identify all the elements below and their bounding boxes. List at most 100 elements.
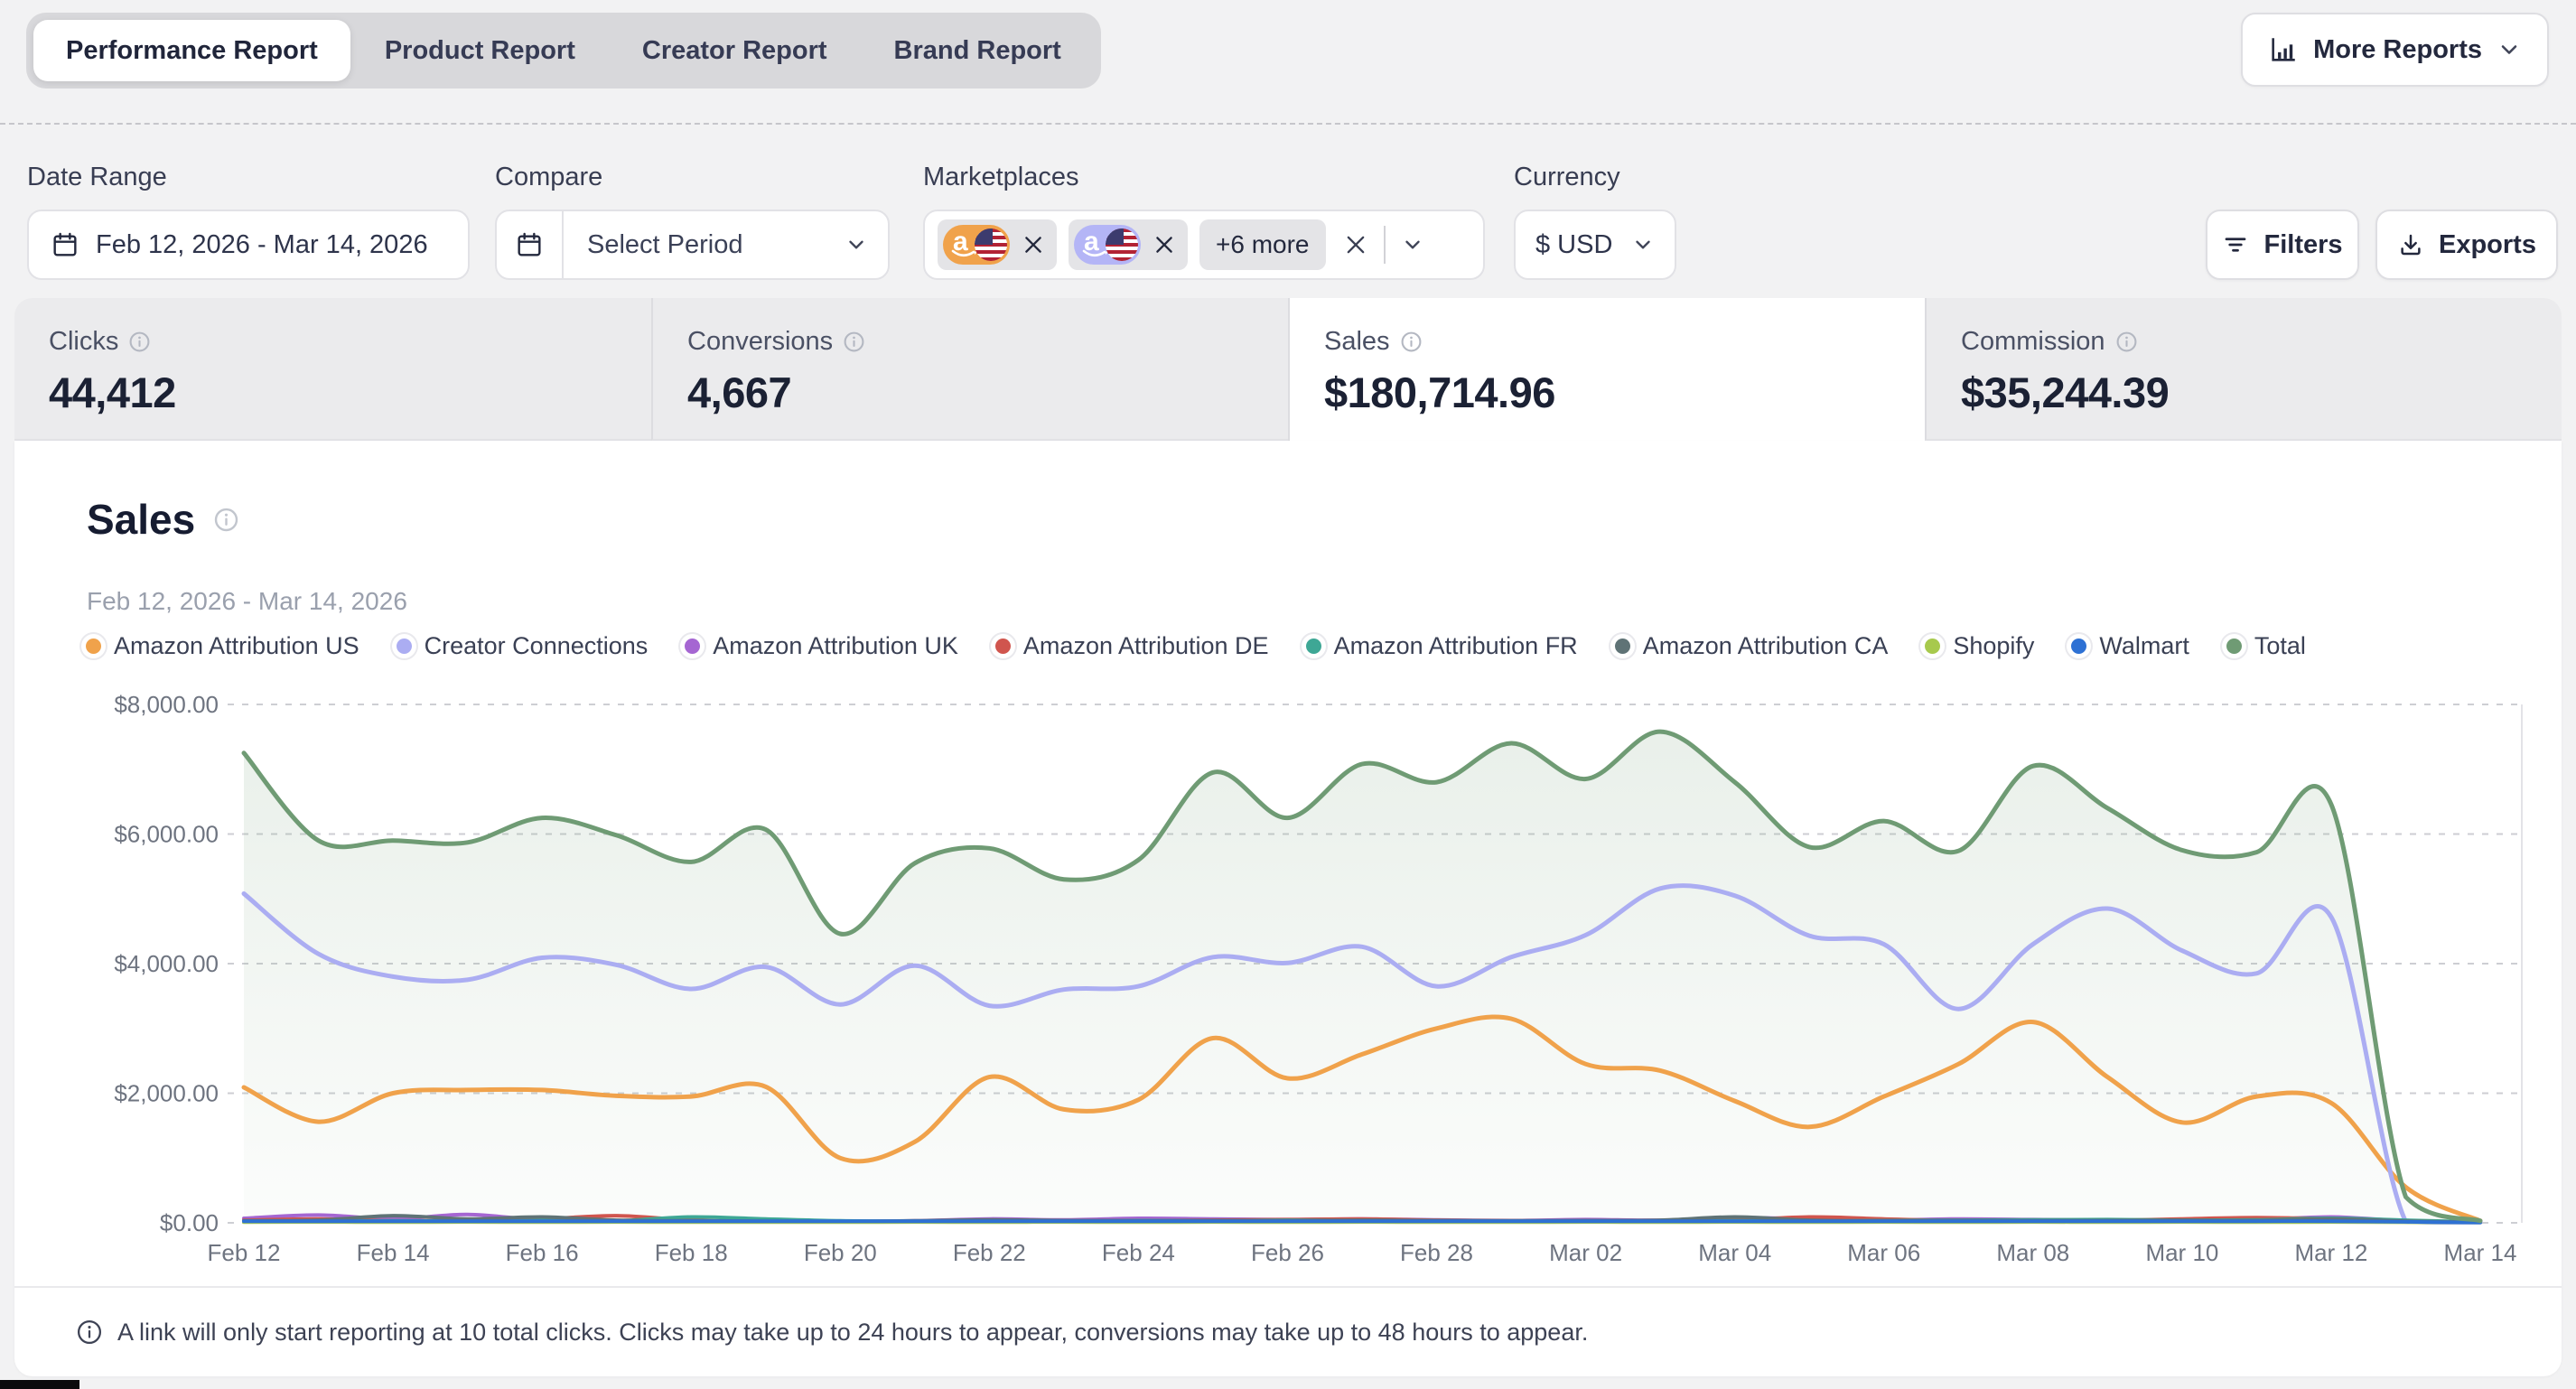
marketplace-chip-amazon-us-2[interactable]: a	[1069, 219, 1188, 270]
legend-dot	[994, 639, 1011, 654]
tab-product-report[interactable]: Product Report	[384, 36, 575, 65]
chart-title-row: Sales	[87, 495, 239, 544]
date-range-value: Feb 12, 2026 - Mar 14, 2026	[96, 229, 428, 259]
amazon-us-marketplace-icon: a	[1074, 225, 1141, 265]
tab-brand-report[interactable]: Brand Report	[893, 36, 1061, 65]
chevron-down-icon[interactable]	[1401, 233, 1424, 256]
legend-dot	[2226, 639, 2242, 654]
svg-text:Feb 20: Feb 20	[804, 1239, 877, 1266]
info-icon[interactable]	[843, 331, 865, 353]
page-bottom-artifact	[0, 1380, 79, 1389]
tab-creator-report[interactable]: Creator Report	[641, 36, 827, 65]
metric-tab-conversions[interactable]: Conversions 4,667	[651, 298, 1288, 441]
divider	[0, 123, 2576, 125]
svg-text:Feb 24: Feb 24	[1102, 1239, 1175, 1266]
currency-select[interactable]: $ USD	[1514, 210, 1676, 280]
legend-dot	[2071, 639, 2087, 654]
more-marketplaces-chip[interactable]: +6 more	[1199, 219, 1326, 270]
legend-dot	[1614, 639, 1630, 654]
metric-value: 44,412	[49, 368, 176, 416]
chart-title: Sales	[87, 496, 196, 543]
remove-marketplace-icon[interactable]	[1022, 233, 1045, 256]
sales-line-chart: $0.00 $2,000.00 $4,000.00 $6,000.00 $8,000.0…	[114, 691, 2523, 1266]
exports-button[interactable]: Exports	[2375, 210, 2558, 280]
us-flag-icon	[975, 228, 1007, 261]
info-icon[interactable]	[128, 331, 151, 353]
date-range-picker[interactable]: Feb 12, 2026 - Mar 14, 2026	[27, 210, 470, 280]
clear-marketplaces-icon[interactable]	[1343, 232, 1368, 257]
legend-dot	[1305, 639, 1321, 654]
compare-select[interactable]: Select Period	[495, 210, 890, 280]
currency-value: $ USD	[1535, 229, 1613, 259]
report-tabs: Performance Report Product Report Creator …	[26, 13, 1101, 89]
download-icon	[2397, 231, 2424, 258]
divider	[1383, 226, 1386, 264]
legend-dot	[685, 639, 701, 654]
legend-item-amazon-attribution-us[interactable]: Amazon Attribution US	[79, 632, 359, 660]
metric-tab-commission[interactable]: Commission $35,244.39	[1925, 298, 2562, 441]
svg-text:Mar 04: Mar 04	[1698, 1239, 1771, 1266]
svg-text:Mar 10: Mar 10	[2145, 1239, 2218, 1266]
filter-lines-icon	[2222, 231, 2249, 258]
svg-text:Feb 18: Feb 18	[655, 1239, 728, 1266]
tab-performance-report[interactable]: Performance Report	[33, 20, 350, 81]
marketplaces-multiselect[interactable]: a a +6 more	[923, 210, 1485, 280]
exports-label: Exports	[2439, 229, 2536, 259]
legend-item-walmart[interactable]: Walmart	[2065, 632, 2189, 660]
metric-value: $35,244.39	[1961, 368, 2170, 416]
metric-tabs: Clicks 44,412 Conversions 4,667 Sales $180,71…	[14, 298, 2562, 441]
svg-text:Feb 12: Feb 12	[208, 1239, 281, 1266]
us-flag-icon	[1106, 228, 1138, 261]
more-reports-button[interactable]: More Reports	[2241, 13, 2549, 87]
svg-text:Feb 16: Feb 16	[506, 1239, 579, 1266]
legend-dot	[396, 639, 412, 654]
metric-tab-sales[interactable]: Sales $180,714.96	[1288, 298, 1925, 441]
svg-text:$2,000.00: $2,000.00	[114, 1080, 219, 1107]
chevron-down-icon	[2497, 37, 2522, 62]
svg-text:Mar 06: Mar 06	[1847, 1239, 1920, 1266]
legend-item-creator-connections[interactable]: Creator Connections	[390, 632, 648, 660]
chevron-down-icon	[1631, 233, 1655, 256]
info-icon[interactable]	[213, 507, 239, 533]
date-range-label: Date Range	[27, 163, 167, 191]
svg-text:Feb 28: Feb 28	[1400, 1239, 1473, 1266]
legend-item-total[interactable]: Total	[2220, 632, 2306, 660]
legend-dot	[86, 639, 101, 654]
metric-label: Commission	[1961, 327, 2105, 356]
filters-button[interactable]: Filters	[2206, 210, 2359, 280]
chevron-down-icon	[845, 233, 868, 256]
metric-value: $180,714.96	[1324, 368, 1555, 416]
info-icon[interactable]	[2115, 331, 2138, 353]
svg-text:Mar 14: Mar 14	[2444, 1239, 2517, 1266]
metric-tab-clicks[interactable]: Clicks 44,412	[14, 298, 651, 441]
legend-item-amazon-attribution-uk[interactable]: Amazon Attribution UK	[678, 632, 958, 660]
legend-item-shopify[interactable]: Shopify	[1918, 632, 2034, 660]
footnote-text: A link will only start reporting at 10 t…	[117, 1318, 1589, 1346]
legend-item-amazon-attribution-fr[interactable]: Amazon Attribution FR	[1300, 632, 1578, 660]
metric-value: 4,667	[687, 368, 792, 416]
info-icon[interactable]	[1400, 331, 1423, 353]
bar-chart-icon	[2268, 34, 2299, 65]
svg-text:Mar 12: Mar 12	[2294, 1239, 2367, 1266]
currency-label: Currency	[1514, 163, 1620, 191]
compare-label: Compare	[495, 163, 603, 191]
svg-text:$8,000.00: $8,000.00	[114, 691, 219, 718]
more-reports-label: More Reports	[2313, 34, 2482, 64]
chart-footnote: A link will only start reporting at 10 t…	[14, 1286, 2562, 1376]
svg-text:Feb 22: Feb 22	[953, 1239, 1026, 1266]
svg-text:Mar 02: Mar 02	[1549, 1239, 1622, 1266]
amazon-us-marketplace-icon: a	[943, 225, 1010, 265]
marketplace-chip-amazon-us[interactable]: a	[938, 219, 1057, 270]
svg-text:$0.00: $0.00	[160, 1209, 219, 1236]
filters-label: Filters	[2263, 229, 2343, 259]
calendar-icon	[51, 230, 79, 259]
metric-label: Sales	[1324, 327, 1390, 356]
info-icon	[76, 1319, 103, 1346]
legend-item-amazon-attribution-ca[interactable]: Amazon Attribution CA	[1609, 632, 1888, 660]
legend-item-amazon-attribution-de[interactable]: Amazon Attribution DE	[989, 632, 1269, 660]
remove-marketplace-icon[interactable]	[1153, 233, 1176, 256]
svg-text:Feb 14: Feb 14	[357, 1239, 430, 1266]
chart-legend: Amazon Attribution US Creator Connections…	[79, 632, 2337, 660]
chart-date-range: Feb 12, 2026 - Mar 14, 2026	[87, 587, 407, 615]
